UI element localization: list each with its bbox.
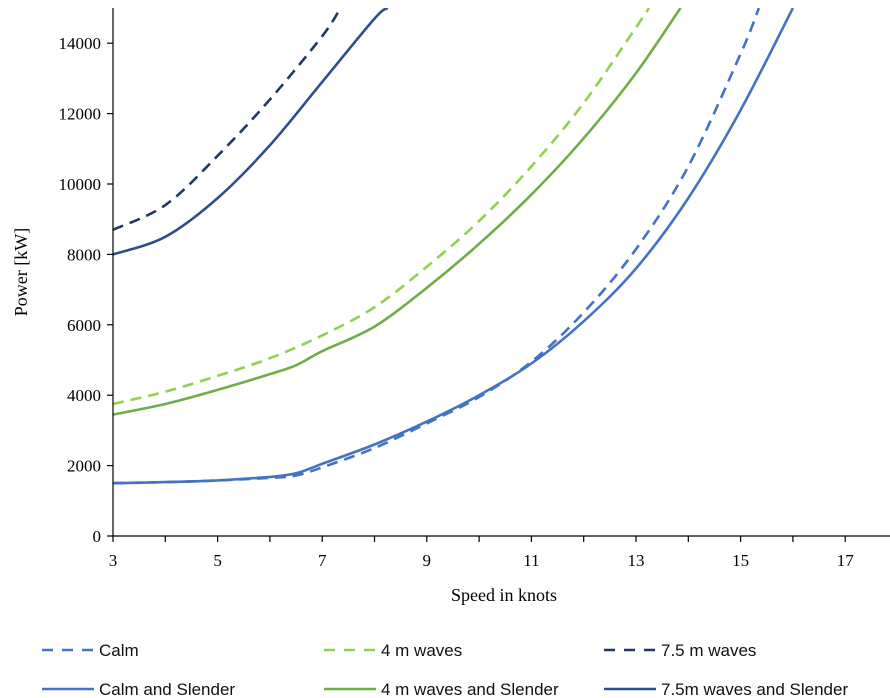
x-tick-label: 3 [109,551,118,570]
legend-label: 4 m waves [381,641,462,660]
series-line-6 [113,8,389,256]
y-ticks: 0 2000 4000 6000 8000 10000 12000 14000 [59,34,113,546]
x-tick-label: 5 [213,551,222,570]
plot-lines [113,8,795,485]
legend-label: 7.5 m waves [661,641,756,660]
x-axis-title: Speed in knots [451,585,557,605]
x-tick-label: 7 [318,551,327,570]
legend-label: Calm [99,641,139,660]
legend: Calm 4 m waves 7.5 m waves Calm and Slender… [42,641,848,698]
x-tick-label: 11 [523,551,539,570]
y-tick-label: 12000 [59,105,102,124]
x-ticks: 3 5 7 9 11 13 15 17 [109,536,854,570]
series-line-3 [113,8,342,231]
y-axis-title: Power [kW] [11,228,31,316]
y-tick-label: 0 [93,527,102,546]
y-tick-label: 8000 [67,245,101,264]
legend-label: 7.5m waves and Slender [661,680,848,698]
y-tick-label: 6000 [67,316,101,335]
series-line-5 [113,8,682,416]
y-tick-label: 14000 [59,34,102,53]
x-tick-label: 15 [732,551,749,570]
series-line-2 [113,8,651,406]
y-tick-label: 10000 [59,175,102,194]
series-line-4 [113,8,795,485]
legend-label: 4 m waves and Slender [381,680,559,698]
y-tick-label: 2000 [67,457,101,476]
series-line-1 [113,8,761,485]
y-tick-label: 4000 [67,386,101,405]
x-tick-label: 17 [837,551,855,570]
axes [112,8,890,537]
x-tick-label: 9 [423,551,432,570]
x-tick-label: 13 [628,551,645,570]
legend-label: Calm and Slender [99,680,235,698]
